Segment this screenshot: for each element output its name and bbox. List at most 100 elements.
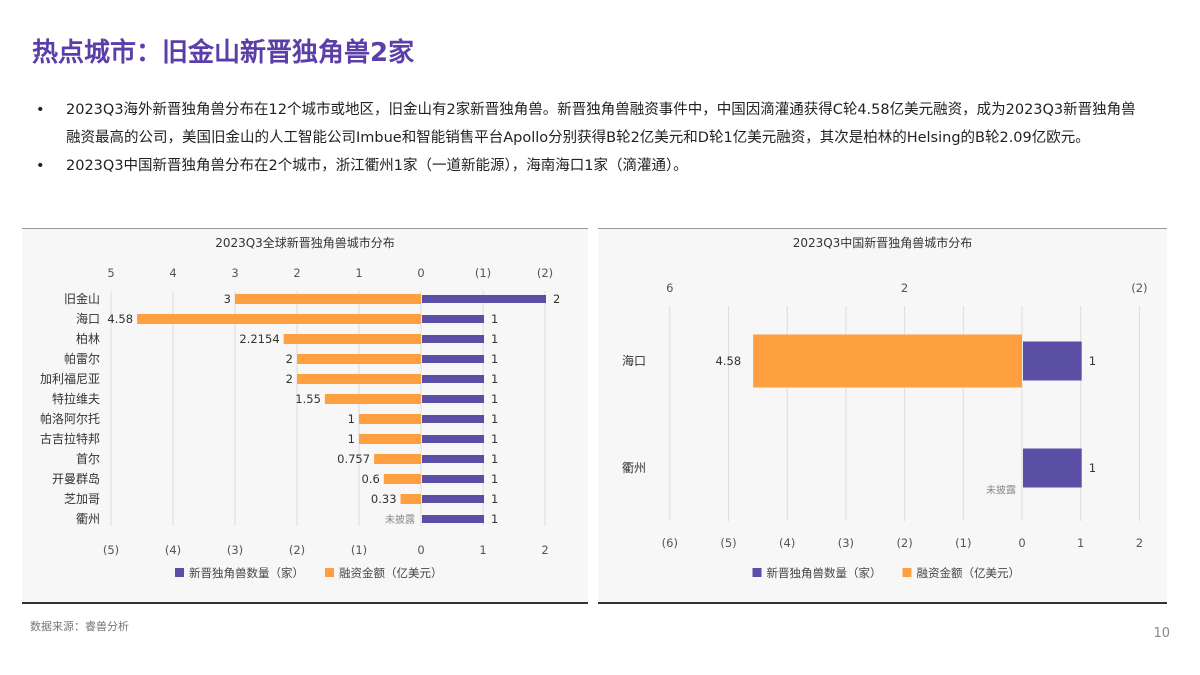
bottom-tick-label: (5)	[103, 543, 119, 557]
amount-label: 2	[286, 352, 293, 366]
count-label: 1	[1089, 354, 1096, 368]
category-label: 加利福尼亚	[40, 371, 100, 386]
bullet-item: 2023Q3中国新晋独角兽分布在2个城市，浙江衢州1家（一道新能源），海南海口1…	[36, 152, 1146, 180]
amount-bar	[753, 334, 1022, 388]
count-label: 1	[491, 412, 498, 426]
amount-label: 0.33	[371, 492, 397, 506]
china-city-chart: 2023Q3中国新晋独角兽城市分布 (6) (5) (4) (3) (2) (1) 0 1 2 6 2…	[622, 235, 1148, 580]
chart-title: 2023Q3全球新晋独角兽城市分布	[215, 235, 395, 250]
bottom-tick-label: 2	[1136, 536, 1143, 550]
amount-label: 2.2154	[239, 332, 279, 346]
count-label: 1	[491, 312, 498, 326]
legend-swatch-amount	[325, 568, 334, 577]
top-tick-label: 2	[293, 266, 300, 280]
legend-label: 新晋独角兽数量（家）	[189, 566, 304, 580]
amount-bar	[324, 394, 421, 404]
count-bar	[422, 475, 484, 483]
bottom-tick-label: (5)	[720, 536, 736, 550]
category-label: 帕雷尔	[64, 351, 100, 366]
china-chart-panel: 2023Q3中国新晋独角兽城市分布 (6) (5) (4) (3) (2) (1) 0 1 2 6 2…	[598, 228, 1167, 604]
bottom-tick-label: (4)	[779, 536, 795, 550]
bottom-tick-label: 2	[541, 543, 548, 557]
count-label: 1	[491, 512, 498, 526]
amount-label: 4.58	[716, 354, 742, 368]
top-tick-label: 1	[355, 266, 362, 280]
page-title: 热点城市：旧金山新晋独角兽2家	[32, 38, 415, 68]
amount-label: 4.58	[107, 312, 133, 326]
top-tick-label: 6	[666, 281, 673, 295]
bottom-tick-label: 1	[1077, 536, 1084, 550]
category-label: 柏林	[76, 331, 100, 346]
global-chart-panel: 2023Q3全球新晋独角兽城市分布 (5) (4) (3) (2) (1) 0 1 2 5 4 3 2 1…	[22, 228, 588, 604]
top-tick-label: 3	[231, 266, 238, 280]
count-label: 1	[491, 472, 498, 486]
top-tick-label: 2	[901, 281, 908, 295]
bottom-tick-label: (2)	[289, 543, 305, 557]
count-bar	[422, 375, 484, 383]
category-label: 芝加哥	[64, 491, 100, 506]
count-bar	[422, 415, 484, 423]
amount-bar	[359, 414, 421, 424]
amount-label: 未披露	[385, 513, 415, 526]
amount-bar	[235, 294, 421, 304]
count-label: 1	[491, 432, 498, 446]
bullet-item: 2023Q3海外新晋独角兽分布在12个城市或地区，旧金山有2家新晋独角兽。新晋独…	[36, 96, 1146, 152]
count-label: 1	[491, 452, 498, 466]
bottom-tick-label: (6)	[662, 536, 678, 550]
top-tick-label: 0	[417, 266, 424, 280]
category-label: 首尔	[76, 451, 100, 466]
legend-label: 融资金额（亿美元）	[339, 566, 443, 580]
top-tick-label: (1)	[475, 266, 491, 280]
bottom-tick-label: (1)	[351, 543, 367, 557]
global-city-chart: 2023Q3全球新晋独角兽城市分布(5) (4) (3) (2) (1) 0 1 25 4 3 2 1…	[40, 235, 560, 580]
count-bar	[422, 455, 484, 463]
amount-bar	[283, 334, 421, 344]
amount-bar	[297, 374, 421, 384]
category-label: 衢州	[622, 461, 646, 475]
count-bar	[422, 515, 484, 523]
legend-label: 融资金额（亿美元）	[917, 566, 1021, 580]
count-label: 1	[491, 392, 498, 406]
category-label: 古吉拉特邦	[40, 431, 100, 446]
bottom-tick-label: (3)	[838, 536, 854, 550]
category-label: 帕洛阿尔托	[40, 411, 100, 426]
count-bar	[422, 335, 484, 343]
bottom-tick-label: 1	[479, 543, 486, 557]
amount-label: 0.6	[362, 472, 380, 486]
amount-label: 1	[348, 412, 355, 426]
legend-swatch-count	[752, 568, 762, 577]
count-label: 1	[491, 372, 498, 386]
count-label: 1	[491, 332, 498, 346]
count-bar	[422, 395, 484, 403]
category-label: 特拉维夫	[52, 391, 100, 406]
amount-bar	[137, 314, 421, 324]
legend-swatch-count	[175, 568, 184, 577]
count-bar	[422, 495, 484, 503]
count-bar	[1023, 448, 1082, 488]
amount-bar	[400, 494, 421, 504]
category-label: 开曼群岛	[52, 471, 100, 486]
amount-label: 3	[224, 292, 231, 306]
count-bar	[1023, 341, 1082, 381]
count-label: 1	[491, 492, 498, 506]
bottom-tick-label: 0	[417, 543, 424, 557]
count-bar	[422, 315, 484, 323]
category-label: 海口	[76, 311, 100, 326]
bottom-tick-label: (1)	[955, 536, 971, 550]
bottom-tick-label: 0	[1018, 536, 1025, 550]
chart-title: 2023Q3中国新晋独角兽城市分布	[793, 235, 973, 250]
legend-label: 新晋独角兽数量（家）	[767, 566, 882, 580]
legend-swatch-amount	[902, 568, 912, 577]
count-label: 2	[553, 292, 560, 306]
count-label: 1	[491, 352, 498, 366]
amount-bar	[297, 354, 421, 364]
category-label: 衢州	[76, 512, 100, 526]
count-bar	[422, 295, 546, 303]
bottom-tick-label: (3)	[227, 543, 243, 557]
amount-label: 0.757	[337, 452, 370, 466]
count-label: 1	[1089, 461, 1096, 475]
top-tick-label: 4	[169, 266, 176, 280]
bottom-tick-label: (2)	[896, 536, 912, 550]
amount-bar	[374, 454, 421, 464]
summary-bullets: 2023Q3海外新晋独角兽分布在12个城市或地区，旧金山有2家新晋独角兽。新晋独…	[36, 96, 1146, 180]
